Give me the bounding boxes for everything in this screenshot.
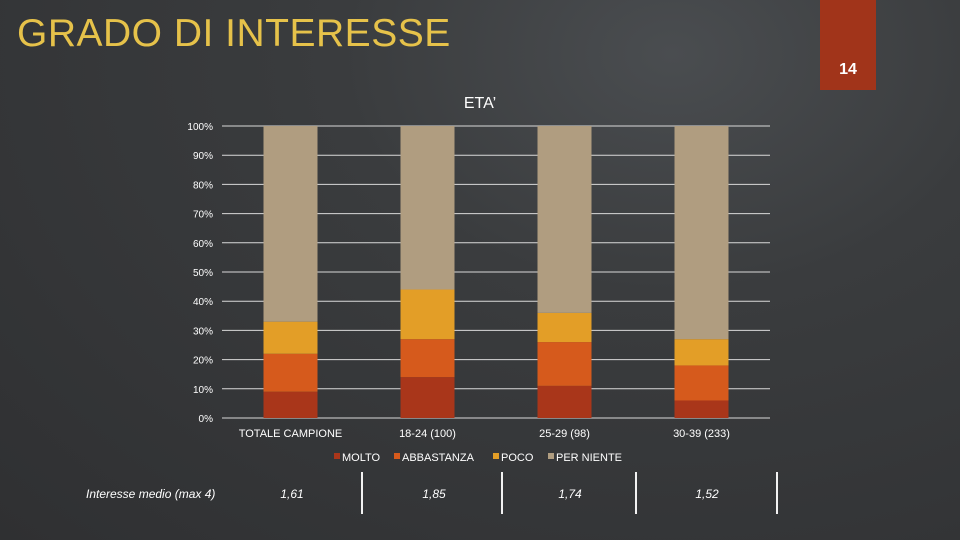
bar-segment [263,126,318,322]
y-tick-label: 50% [193,268,213,279]
bar-segment [674,365,729,401]
bar-segment [537,312,592,343]
x-category-label: 30-39 (233) [673,428,730,440]
bar-segment [263,353,318,392]
column-divider [361,472,363,514]
average-interest-value: 1,74 [558,487,582,501]
legend-label: ABBASTANZA [402,452,475,464]
legend-swatch [493,453,499,459]
legend-label: POCO [501,452,534,464]
bar-segment [400,377,455,418]
y-tick-label: 60% [193,239,213,250]
y-tick-label: 40% [193,297,213,308]
y-tick-label: 30% [193,326,213,337]
page-number-tab: 14 [820,0,876,90]
bar-segment [537,342,592,386]
x-category-label: 18-24 (100) [399,428,456,440]
bar-segment [263,391,318,418]
legend: MOLTO ABBASTANZA POCO PER NIENTE [334,452,622,464]
column-divider [635,472,637,514]
column-divider [776,472,778,514]
y-tick-label: 80% [193,180,213,191]
legend-swatch [394,453,400,459]
bar-segment [263,321,318,354]
chart-title: ETA’ [464,95,496,112]
slide-title: GRADO DI INTERESSE [17,12,451,55]
bar-segment [537,126,592,313]
bar-segment [400,126,455,290]
y-axis-labels: 0% 10% 20% 30% 40% 50% 60% 70% 80% 90% 100% [187,122,213,425]
bars [263,126,729,418]
y-tick-label: 90% [193,151,213,162]
bar-segment [537,385,592,418]
bar-segment [674,400,729,418]
bar-segment [400,339,455,378]
bar-segment [674,339,729,366]
y-tick-label: 10% [193,385,213,396]
y-tick-label: 100% [187,122,213,133]
average-interest-value: 1,61 [280,487,304,501]
y-tick-label: 70% [193,210,213,221]
stacked-bar-chart: ETA’ 0% 10% 20% 30% 40% 50% 60% 70% 80% 90% 100% T… [187,95,770,464]
bar-segment [400,289,455,340]
legend-label: PER NIENTE [556,452,622,464]
bar-segment [674,126,729,340]
average-interest-label: Interesse medio (max 4) [86,487,216,501]
x-category-label: 25-29 (98) [539,428,590,440]
legend-swatch [548,453,554,459]
legend-label: MOLTO [342,452,381,464]
x-axis-labels: TOTALE CAMPIONE 18-24 (100) 25-29 (98) 30-3… [239,428,730,440]
y-tick-label: 0% [199,414,214,425]
page-number: 14 [839,61,857,78]
legend-swatch [334,453,340,459]
average-interest-value: 1,85 [422,487,446,501]
x-category-label: TOTALE CAMPIONE [239,428,343,440]
y-tick-label: 20% [193,356,213,367]
column-divider [501,472,503,514]
average-interest-value: 1,52 [695,487,719,501]
